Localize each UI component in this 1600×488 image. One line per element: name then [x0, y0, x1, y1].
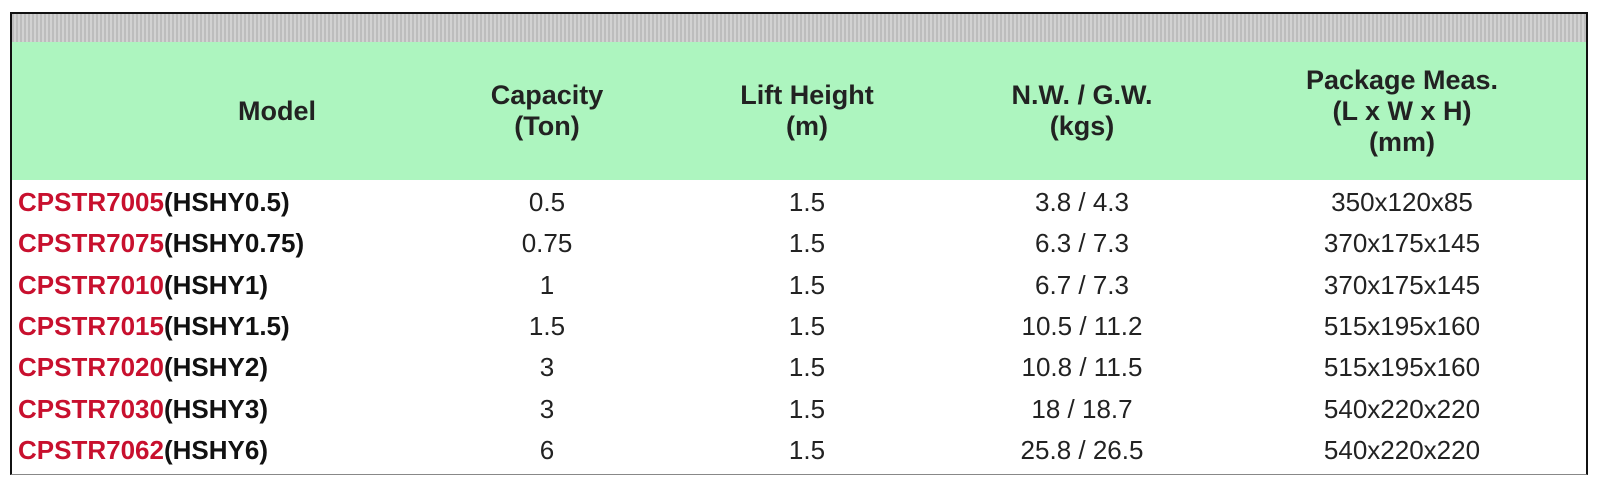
package-cell: 515x195x160: [1323, 310, 1481, 341]
header-cell: Model: [112, 42, 442, 180]
model-code: CPSTR7020: [18, 352, 164, 383]
header-cell: Capacity (Ton): [442, 42, 652, 180]
header-line: Capacity: [490, 80, 604, 110]
header-cell: N.W. / G.W. (kgs): [942, 42, 1222, 180]
weight-cell: 3.8 / 4.3: [1035, 187, 1129, 217]
lift-cell: 1.5: [788, 310, 826, 341]
weight-cell: 18 / 18.7: [1031, 393, 1133, 424]
header-line: (mm): [1369, 126, 1435, 157]
model-cell: CPSTR7020(HSHY2): [18, 347, 268, 388]
header-line: (m): [786, 111, 828, 141]
model-alt: (HSHY1.5): [163, 310, 290, 341]
model-cell: CPSTR7075(HSHY0.75): [18, 223, 304, 264]
header-line: Lift Height: [740, 80, 874, 110]
header-cell: Lift Height (m): [702, 42, 912, 180]
package-cell: 540x220x220: [1323, 434, 1481, 465]
model-alt: (HSHY3): [163, 393, 268, 424]
model-alt: (HSHY1): [163, 269, 268, 300]
capacity-cell: 1.5: [528, 310, 566, 341]
package-cell: 515x195x160: [1323, 352, 1481, 383]
lift-cell: 1.5: [788, 393, 826, 424]
package-cell: 350x120x85: [1331, 187, 1473, 217]
weight-cell: 25.8 / 26.5: [1020, 434, 1144, 465]
capacity-cell: 0.5: [528, 187, 566, 217]
capacity-cell: 6: [539, 434, 555, 465]
package-cell: 540x220x220: [1323, 393, 1481, 424]
package-cell: 370x175x145: [1323, 269, 1481, 300]
capacity-cell: 0.75: [521, 228, 573, 259]
model-code: CPSTR7010: [18, 269, 164, 300]
header-cell: Package Meas. (L x W x H) (mm): [1252, 42, 1552, 180]
capacity-cell: 3: [539, 352, 555, 383]
lift-cell: 1.5: [788, 228, 826, 259]
lift-cell: 1.5: [788, 187, 826, 217]
header-line: (kgs): [1049, 111, 1115, 141]
header-band: [12, 14, 1586, 42]
model-cell: CPSTR7015(HSHY1.5): [18, 306, 290, 347]
lift-cell: 1.5: [788, 269, 826, 300]
model-code: CPSTR7005: [18, 187, 164, 217]
weight-cell: 6.7 / 7.3: [1035, 269, 1129, 300]
lift-cell: 1.5: [788, 352, 826, 383]
model-alt: (HSHY2): [163, 352, 268, 383]
weight-cell: 6.3 / 7.3: [1035, 228, 1129, 259]
lift-cell: 1.5: [788, 434, 826, 465]
model-code: CPSTR7075: [18, 228, 164, 259]
model-cell: CPSTR7062(HSHY6): [18, 430, 268, 471]
package-cell: 370x175x145: [1323, 228, 1481, 259]
model-cell: CPSTR7010(HSHY1): [18, 265, 268, 306]
capacity-cell: 3: [539, 393, 555, 424]
weight-cell: 10.5 / 11.2: [1021, 310, 1143, 341]
header-row: [12, 42, 1586, 180]
header-line: (Ton): [514, 111, 580, 141]
model-cell: CPSTR7005(HSHY0.5): [18, 182, 290, 223]
header-line: Model: [238, 95, 316, 126]
model-alt: (HSHY0.5): [163, 187, 290, 217]
model-code: CPSTR7062: [18, 434, 164, 465]
model-code: CPSTR7015: [18, 310, 164, 341]
model-code: CPSTR7030: [18, 393, 164, 424]
spec-table: Model Capacity (Ton) Lift Height (m) N.W. / G…: [10, 12, 1588, 475]
model-cell: CPSTR7030(HSHY3): [18, 389, 268, 430]
capacity-cell: 1: [539, 269, 555, 300]
model-alt: (HSHY0.75): [163, 228, 305, 259]
model-alt: (HSHY6): [163, 434, 268, 465]
header-line: N.W. / G.W.: [1011, 80, 1153, 110]
header-line: Package Meas.: [1305, 64, 1499, 95]
header-line: (L x W x H): [1332, 95, 1472, 126]
weight-cell: 10.8 / 11.5: [1021, 352, 1143, 383]
